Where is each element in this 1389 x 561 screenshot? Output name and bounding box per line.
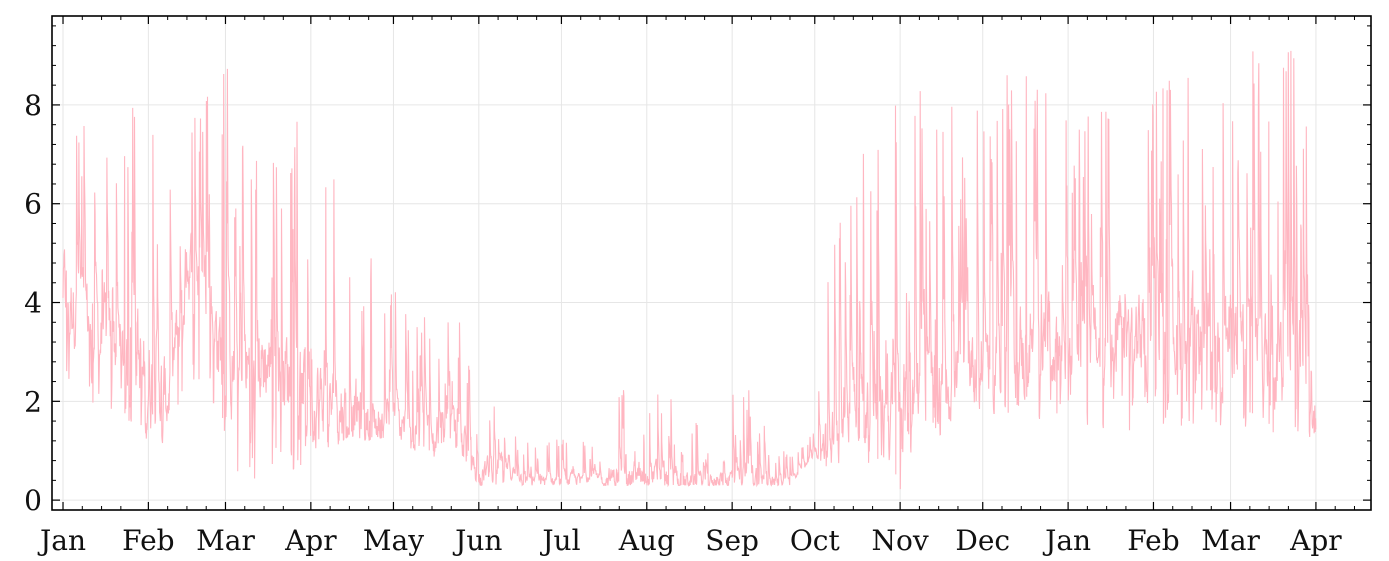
x-tick-label: Feb bbox=[122, 524, 174, 556]
x-tick-label: Sep bbox=[705, 524, 759, 556]
x-tick-label: Apr bbox=[284, 524, 337, 556]
x-tick-label: Jan bbox=[1042, 524, 1091, 556]
y-tick-label: 0 bbox=[24, 484, 42, 517]
series-line bbox=[62, 50, 1317, 490]
x-tick-label: Jan bbox=[37, 524, 86, 556]
x-tick-label: Feb bbox=[1127, 524, 1179, 556]
x-tick-label: Mar bbox=[1201, 524, 1260, 556]
x-tick-label: Dec bbox=[955, 524, 1010, 556]
y-tick-label: 2 bbox=[24, 385, 42, 418]
x-axis: Jan Feb Mar Apr May Jun Jul Aug Sep Oct Nov Dec Jan F… bbox=[37, 16, 1355, 557]
x-tick-label: Apr bbox=[1289, 524, 1342, 556]
y-tick-label: 8 bbox=[24, 89, 42, 122]
x-tick-label: Nov bbox=[872, 524, 929, 556]
x-tick-label: Aug bbox=[618, 524, 675, 556]
x-tick-label: Jun bbox=[452, 524, 502, 556]
y-tick-label: 4 bbox=[24, 287, 42, 320]
y-axis: 0 2 4 6 8 bbox=[24, 25, 1371, 517]
x-tick-label: Jul bbox=[539, 524, 580, 556]
x-tick-label: Mar bbox=[196, 524, 255, 556]
x-tick-label: Oct bbox=[790, 524, 841, 556]
y-tick-label: 6 bbox=[24, 188, 42, 221]
x-tick-label: May bbox=[363, 524, 424, 556]
series-layer bbox=[62, 50, 1317, 490]
